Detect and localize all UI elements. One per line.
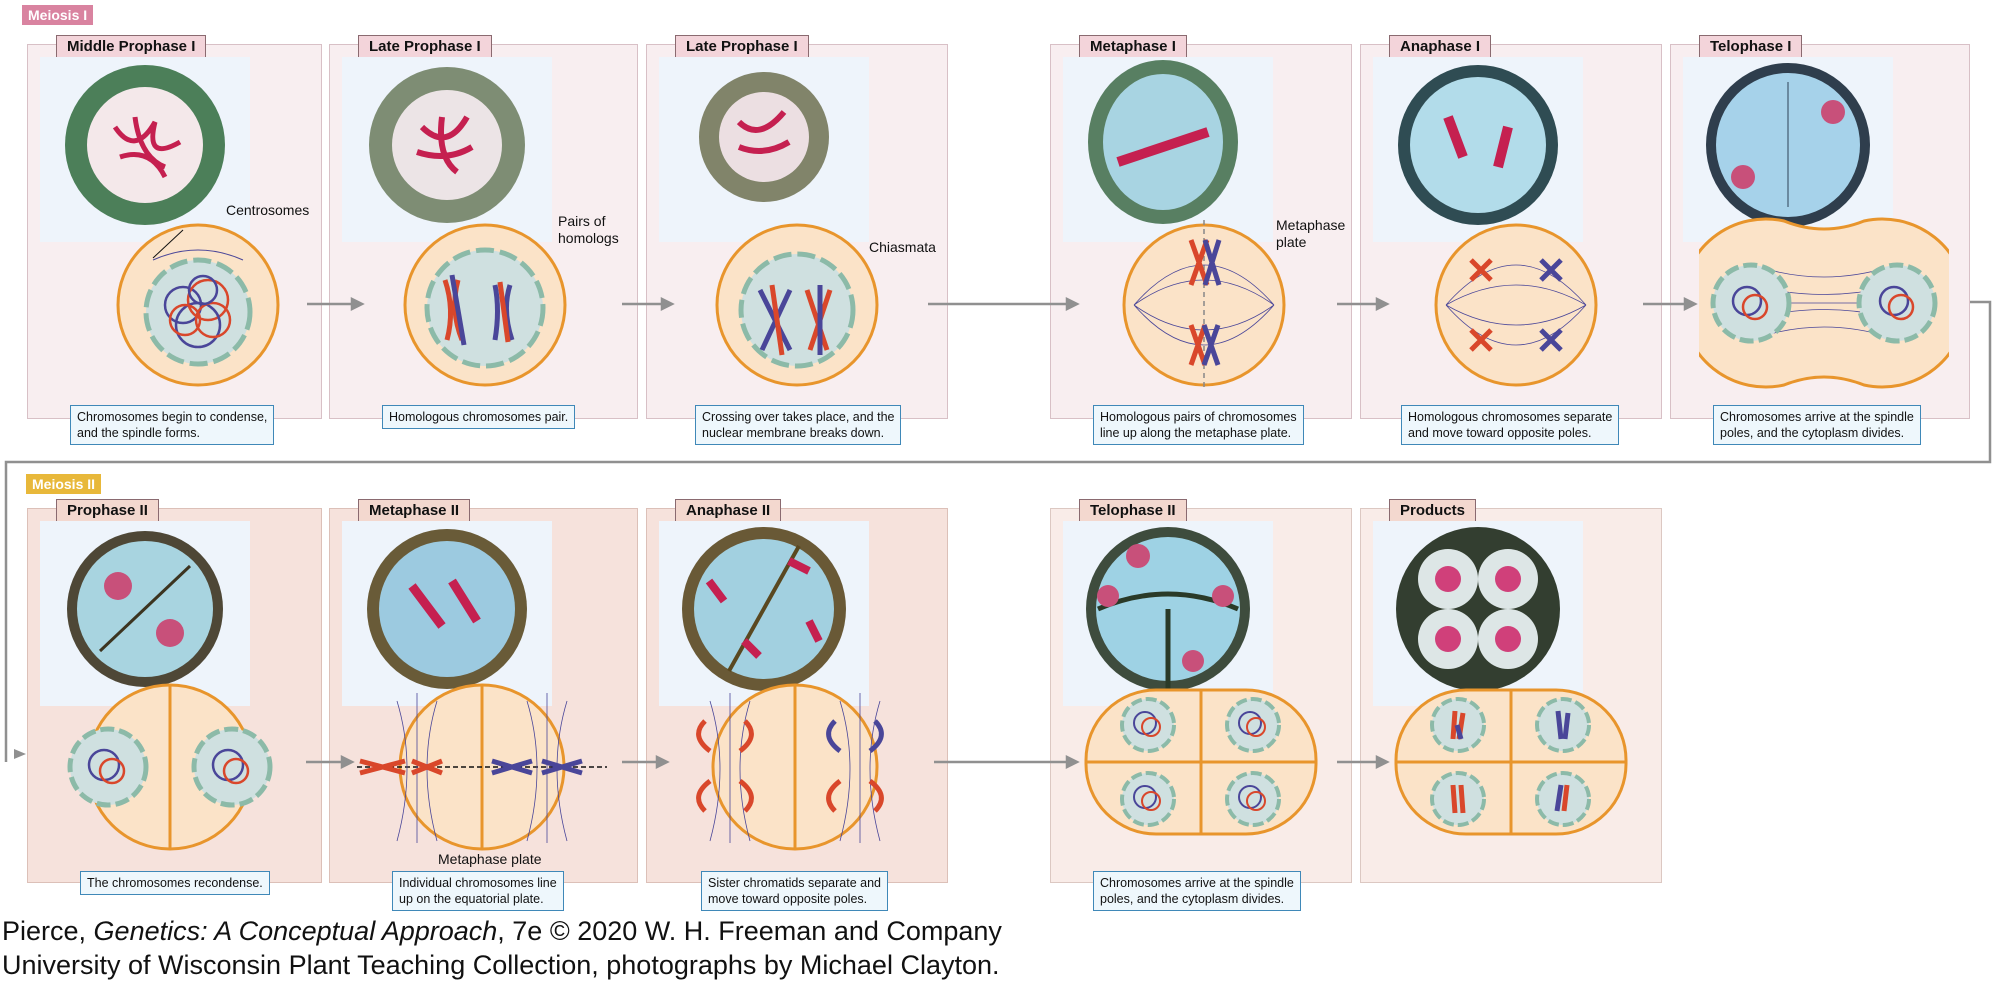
caption-anaphase-2: Sister chromatids separate and move towa…: [701, 871, 889, 911]
panel-late-prophase-1a: Late Prophase I Pairs of homologs Homolo…: [329, 35, 638, 429]
diagram-middle-prophase-1: [116, 223, 280, 387]
caption-line-1: Chromosomes arrive at the spindle: [1720, 410, 1914, 424]
caption-metaphase-2: Individual chromosomes line up on the eq…: [392, 871, 564, 911]
caption-line-2: poles, and the cytoplasm divides.: [1100, 892, 1285, 906]
caption-line-1: Homologous chromosomes separate: [1408, 410, 1613, 424]
pairs-of-homologs-label: Pairs of homologs: [558, 213, 619, 247]
stage-label: Anaphase I: [1389, 35, 1492, 58]
credit-line-1: Pierce, Genetics: A Conceptual Approach,…: [2, 916, 1002, 947]
micrograph-anaphase-1: [1373, 57, 1583, 242]
caption-line-1: Homologous chromosomes pair.: [389, 410, 569, 424]
micrograph-metaphase-2: [342, 521, 552, 706]
caption-line-1: Individual chromosomes line: [399, 876, 557, 890]
micrograph-telophase-1: [1683, 57, 1893, 242]
meiosis-1-tag: Meiosis I: [22, 5, 94, 25]
diagram-telophase-1: [1699, 217, 1949, 389]
diagram-telophase-2: [1084, 688, 1318, 836]
caption-line-1: Sister chromatids separate and: [708, 876, 882, 890]
metaphase-plate-m2-label: Metaphase plate: [438, 851, 542, 867]
caption-line-2: and the spindle forms.: [77, 426, 200, 440]
credit-publisher: , 7e © 2020 W. H. Freeman and Company: [497, 916, 1002, 946]
panel-metaphase-2: Metaphase II Metaphase plate Individual …: [329, 499, 638, 911]
panel-middle-prophase-1: Middle Prophase I Centrosomes Chromosome…: [27, 35, 322, 445]
panel-telophase-1: Telophase I Chromosomes arrive at the sp…: [1670, 35, 1970, 445]
panel-metaphase-1: Metaphase I Metaphase plate Homologous p…: [1050, 35, 1352, 445]
panel-late-prophase-1b: Late Prophase I Chiasmata Crossing over …: [646, 35, 948, 445]
meiosis-2-tag: Meiosis II: [26, 474, 102, 494]
caption-line-2: and move toward opposite poles.: [1408, 426, 1592, 440]
panel-anaphase-2: Anaphase II Sister chromatids separate a…: [646, 499, 948, 911]
micrograph-anaphase-2: [659, 521, 869, 706]
caption-line-1: Homologous pairs of chromosomes: [1100, 410, 1297, 424]
micrograph-late-prophase-1a: [342, 57, 552, 242]
credit-line-2: University of Wisconsin Plant Teaching C…: [2, 950, 1000, 980]
micrograph-products: [1373, 521, 1583, 706]
stage-label: Metaphase I: [1079, 35, 1187, 58]
panel-prophase-2: Prophase II The chromosomes recondense.: [27, 499, 322, 895]
caption-line-2: poles, and the cytoplasm divides.: [1720, 426, 1905, 440]
micrograph-telophase-2: [1063, 521, 1273, 706]
callout-line-1: Metaphase: [1276, 217, 1346, 233]
caption-line-2: up on the equatorial plate.: [399, 892, 544, 906]
caption-metaphase-1: Homologous pairs of chromosomes line up …: [1093, 405, 1304, 445]
diagram-prophase-2: [67, 683, 273, 851]
stage-label: Late Prophase I: [358, 35, 492, 58]
callout-line-2: homologs: [558, 230, 619, 246]
caption-telophase-1: Chromosomes arrive at the spindle poles,…: [1713, 405, 1921, 445]
caption-anaphase-1: Homologous chromosomes separate and move…: [1401, 405, 1620, 445]
callout-line-1: Pairs of: [558, 213, 606, 229]
caption-line-2: move toward opposite poles.: [708, 892, 868, 906]
diagram-metaphase-1: [1122, 220, 1286, 390]
stage-label: Prophase II: [56, 499, 159, 522]
caption-prophase-2: The chromosomes recondense.: [80, 871, 270, 895]
caption-middle-prophase-1: Chromosomes begin to condense, and the s…: [70, 405, 275, 445]
diagram-products: [1394, 688, 1628, 836]
panel-products: Products: [1360, 499, 1662, 883]
panel-telophase-2: Telophase II Chromosomes arrive at the s…: [1050, 499, 1352, 911]
panel-anaphase-1: Anaphase I Homologous chromosomes separa…: [1360, 35, 1662, 445]
credit-book-title: Genetics: A Conceptual Approach: [93, 916, 498, 946]
stage-label: Middle Prophase I: [56, 35, 207, 58]
chiasmata-label: Chiasmata: [869, 239, 936, 255]
diagram-late-prophase-1a: [403, 223, 567, 387]
micrograph-metaphase-1: [1063, 57, 1273, 242]
micrograph-late-prophase-1b: [659, 57, 869, 242]
caption-late-prophase-1a: Homologous chromosomes pair.: [382, 405, 576, 429]
metaphase-plate-label: Metaphase plate: [1276, 217, 1345, 251]
callout-line-2: plate: [1276, 234, 1307, 250]
diagram-anaphase-1: [1434, 223, 1598, 387]
caption-line-1: The chromosomes recondense.: [87, 876, 263, 890]
micrograph-middle-prophase-1: [40, 57, 250, 242]
diagram-metaphase-2: [357, 683, 607, 851]
caption-line-2: line up along the metaphase plate.: [1100, 426, 1292, 440]
caption-telophase-2: Chromosomes arrive at the spindle poles,…: [1093, 871, 1301, 911]
caption-line-1: Chromosomes begin to condense,: [77, 410, 268, 424]
caption-line-1: Chromosomes arrive at the spindle: [1100, 876, 1294, 890]
caption-late-prophase-1b: Crossing over takes place, and the nucle…: [695, 405, 902, 445]
caption-line-2: nuclear membrane breaks down.: [702, 426, 885, 440]
centrosomes-label: Centrosomes: [226, 202, 310, 218]
micrograph-prophase-2: [40, 521, 250, 706]
diagram-anaphase-2: [696, 683, 884, 851]
credit-author: Pierce,: [2, 916, 94, 946]
diagram-late-prophase-1b: [715, 223, 879, 387]
caption-line-1: Crossing over takes place, and the: [702, 410, 895, 424]
